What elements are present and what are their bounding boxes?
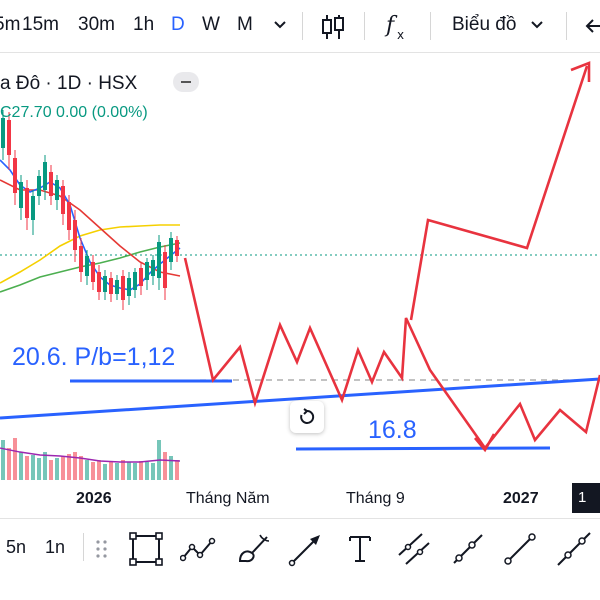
extended-line-icon[interactable]: [556, 531, 592, 567]
ohlc-values: C27.70 0.00 (0.00%): [0, 104, 148, 121]
text-tool-icon[interactable]: [342, 531, 378, 567]
support-trendline[interactable]: [0, 377, 600, 420]
time-axis[interactable]: 2026 Tháng Năm Tháng 9 2027: [0, 480, 600, 518]
time-tick: 2026: [76, 490, 112, 507]
ray-tool-icon[interactable]: [450, 531, 486, 567]
timeframe-m[interactable]: M: [237, 14, 253, 35]
toolbar-divider: [364, 12, 365, 40]
time-tick: Tháng 9: [346, 490, 405, 507]
arrow-tool-icon[interactable]: [288, 531, 324, 567]
ma-red-line: [0, 179, 181, 277]
range-1n-button[interactable]: 1n: [45, 537, 66, 557]
chart-type-label[interactable]: Biểu đồ: [452, 14, 517, 35]
ma-yellow-line: [0, 224, 180, 284]
minus-icon: [181, 81, 191, 83]
target-level-line[interactable]: [295, 446, 551, 451]
drag-handle-icon[interactable]: [93, 531, 111, 567]
reset-icon: [300, 408, 315, 424]
timeframe-d[interactable]: D: [171, 14, 185, 35]
chevron-down-icon[interactable]: [530, 20, 544, 30]
candlestick-series: [1, 110, 179, 310]
undo-icon[interactable]: [585, 16, 600, 36]
svg-text:x: x: [397, 28, 404, 42]
toolbar-divider: [83, 533, 84, 561]
toolbar-divider: [302, 12, 303, 40]
projection-path-down[interactable]: [183, 257, 600, 451]
rectangle-tool-icon[interactable]: [128, 531, 164, 567]
toolbar-divider: [430, 12, 431, 40]
time-tick: 2027: [503, 490, 539, 507]
svg-text:f: f: [384, 13, 398, 38]
volume-series: [1, 438, 179, 480]
ma-green-line: [0, 242, 181, 293]
brush-tool-icon[interactable]: [236, 531, 272, 567]
pb-annotation-label[interactable]: 20.6. P/b=1,12: [12, 343, 176, 371]
time-tick: Tháng Năm: [186, 490, 270, 507]
drawing-toolbar: 5n 1n: [0, 518, 600, 574]
reset-chart-button[interactable]: [290, 401, 324, 433]
volume-ma-line: [0, 447, 181, 463]
parallel-channel-icon[interactable]: [396, 531, 432, 567]
chevron-down-icon[interactable]: [273, 20, 287, 30]
chart-canvas: [0, 61, 600, 480]
indicators-fx-icon[interactable]: f x: [384, 12, 412, 42]
time-cursor-badge: 1: [572, 483, 600, 513]
symbol-title[interactable]: a Đô · 1D · HSX: [0, 73, 138, 94]
timeframe-w[interactable]: W: [202, 14, 220, 35]
up-arrow-head: [570, 61, 591, 82]
timeframe-5m[interactable]: 5m: [0, 14, 21, 35]
target-annotation-label[interactable]: 16.8: [368, 416, 417, 444]
timeframe-15m[interactable]: 15m: [22, 14, 59, 35]
chart-pane[interactable]: [0, 53, 600, 480]
timeframe-1h[interactable]: 1h: [133, 14, 155, 35]
candlestick-icon[interactable]: [320, 13, 346, 41]
top-toolbar: 5m 15m 30m 1h D W M f x Biểu đồ: [0, 0, 600, 53]
down-arrow-head: [474, 433, 496, 453]
timeframe-30m[interactable]: 30m: [78, 14, 115, 35]
bottom-strip: [0, 573, 600, 600]
ma-blue-line: [0, 159, 181, 291]
projection-path-up[interactable]: [409, 65, 589, 321]
path-tool-icon[interactable]: [180, 531, 216, 567]
range-5n-button[interactable]: 5n: [6, 537, 27, 557]
toolbar-divider: [566, 12, 567, 40]
trend-line-icon[interactable]: [502, 531, 538, 567]
